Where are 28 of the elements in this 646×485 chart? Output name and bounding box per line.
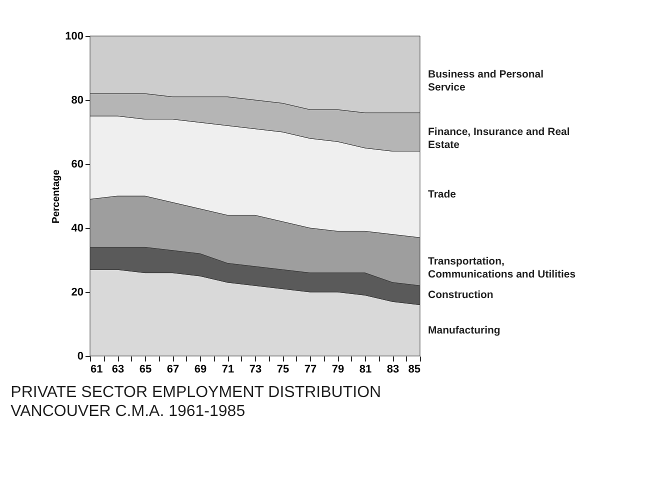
- y-tick-label: 100: [65, 30, 84, 42]
- series-label: Finance, Insurance and Real Estate: [428, 126, 570, 151]
- y-axis-title: Percentage: [51, 169, 62, 224]
- x-tick-label: 73: [249, 364, 262, 376]
- series-label: Construction: [428, 289, 494, 302]
- x-tick-label: 71: [222, 364, 234, 376]
- x-tick-label: 61: [90, 364, 103, 376]
- series-label: Manufacturing: [428, 324, 500, 336]
- y-tick-label: 40: [71, 222, 84, 234]
- series-label: Business and Personal Service: [428, 68, 544, 94]
- text: PRIVATE SECTOR EMPLOYMENT DISTRIBUTION: [10, 384, 382, 401]
- series-label: Trade: [428, 188, 456, 200]
- y-tick-label: 0: [77, 350, 84, 362]
- text: VANCOUVER C.M.A. 1961-1985: [10, 403, 246, 420]
- y-tick-label: 60: [71, 158, 84, 170]
- y-tick-label: 20: [71, 286, 84, 298]
- x-tick-label: 81: [359, 364, 372, 376]
- y-tick-label: 80: [71, 94, 84, 106]
- series-label: Transportation, Communications and Utilities: [428, 256, 576, 281]
- x-tick-label: 69: [194, 364, 207, 376]
- x-tick-label: 75: [276, 364, 290, 376]
- x-tick-label: 65: [139, 364, 152, 376]
- x-tick-label: 67: [166, 364, 180, 376]
- x-tick-label: 77: [304, 364, 317, 376]
- x-tick-label: 83: [386, 364, 400, 376]
- x-tick-label: 63: [112, 364, 124, 376]
- x-tick-label: 79: [332, 364, 344, 376]
- x-tick-label: 85: [408, 364, 420, 376]
